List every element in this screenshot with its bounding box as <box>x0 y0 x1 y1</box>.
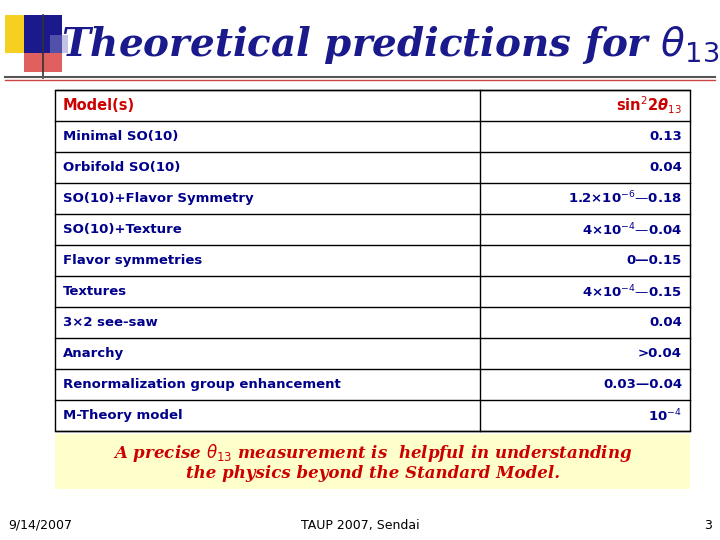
Bar <box>55 338 690 369</box>
Bar <box>55 214 690 245</box>
Bar <box>55 369 690 400</box>
Bar <box>50 35 68 53</box>
Text: 0.04: 0.04 <box>649 316 682 329</box>
Text: 3×2 see-saw: 3×2 see-saw <box>63 316 158 329</box>
Text: >0.04: >0.04 <box>638 347 682 360</box>
Text: Model(s): Model(s) <box>63 98 135 113</box>
Text: 1.2×10$^{-6}$—0.18: 1.2×10$^{-6}$—0.18 <box>568 190 682 207</box>
Text: Theoretical predictions for $\theta_{13}$: Theoretical predictions for $\theta_{13}… <box>61 24 719 66</box>
Text: 0.03—0.04: 0.03—0.04 <box>603 378 682 391</box>
Text: SO(10)+Texture: SO(10)+Texture <box>63 223 181 236</box>
Text: SO(10)+Flavor Symmetry: SO(10)+Flavor Symmetry <box>63 192 253 205</box>
Bar <box>55 183 690 214</box>
Bar <box>24 34 62 72</box>
Text: Orbifold SO(10): Orbifold SO(10) <box>63 161 181 174</box>
Text: 10$^{-4}$: 10$^{-4}$ <box>648 407 682 424</box>
Text: Minimal SO(10): Minimal SO(10) <box>63 130 179 143</box>
Bar <box>5 15 43 53</box>
Bar <box>55 245 690 276</box>
Text: 9/14/2007: 9/14/2007 <box>8 519 72 532</box>
Bar <box>55 400 690 431</box>
Text: 0.13: 0.13 <box>649 130 682 143</box>
Text: Textures: Textures <box>63 285 127 298</box>
Text: 0—0.15: 0—0.15 <box>626 254 682 267</box>
Text: M-Theory model: M-Theory model <box>63 409 183 422</box>
Bar <box>24 15 62 53</box>
Text: the physics beyond the Standard Model.: the physics beyond the Standard Model. <box>186 465 559 482</box>
Bar <box>55 276 690 307</box>
Text: Renormalization group enhancement: Renormalization group enhancement <box>63 378 341 391</box>
Text: A precise $\theta_{13}$ measurement is  helpful in understanding: A precise $\theta_{13}$ measurement is h… <box>113 442 632 464</box>
Text: TAUP 2007, Sendai: TAUP 2007, Sendai <box>301 519 419 532</box>
Text: Anarchy: Anarchy <box>63 347 124 360</box>
Bar <box>55 121 690 152</box>
Bar <box>55 307 690 338</box>
Text: sin$^{2}$2$\boldsymbol{\theta}_{13}$: sin$^{2}$2$\boldsymbol{\theta}_{13}$ <box>616 95 682 116</box>
Bar <box>55 152 690 183</box>
Bar <box>55 90 690 431</box>
Bar <box>55 434 690 489</box>
Text: 0.04: 0.04 <box>649 161 682 174</box>
Text: 4×10$^{-4}$—0.04: 4×10$^{-4}$—0.04 <box>582 221 682 238</box>
Text: 4×10$^{-4}$—0.15: 4×10$^{-4}$—0.15 <box>582 283 682 300</box>
Bar <box>55 90 690 121</box>
Text: Flavor symmetries: Flavor symmetries <box>63 254 202 267</box>
Text: 3: 3 <box>704 519 712 532</box>
